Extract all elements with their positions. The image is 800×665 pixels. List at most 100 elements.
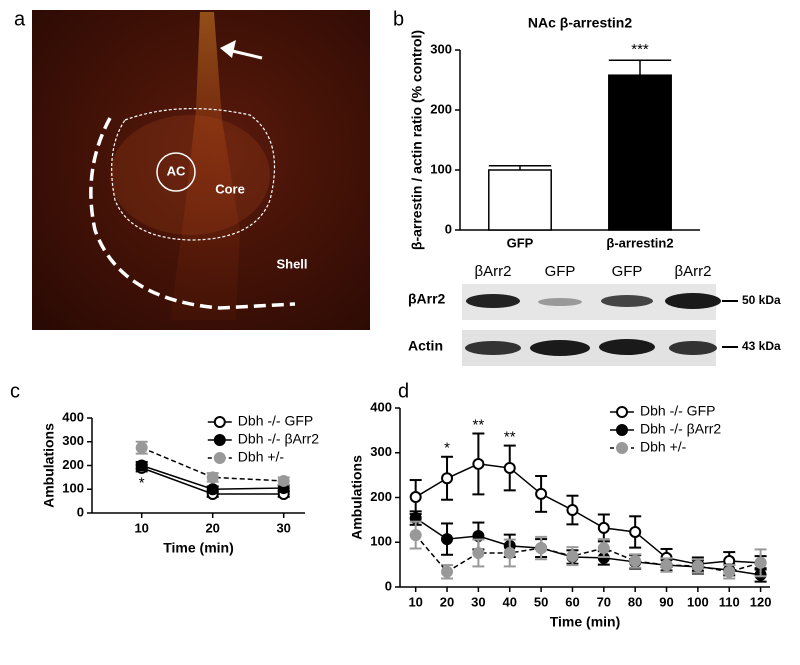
region-label: AC — [167, 163, 186, 178]
x-tick-label: 10 — [134, 520, 148, 535]
panel-label: d — [398, 380, 409, 402]
panel-label: c — [10, 380, 20, 402]
annotation: ** — [473, 416, 485, 433]
x-axis-label: Time (min) — [550, 614, 621, 630]
x-tick-label: 50 — [534, 594, 548, 609]
point — [566, 504, 579, 517]
legend-label: Dbh -/- GFP — [640, 403, 715, 419]
y-tick-label: 300 — [62, 433, 84, 448]
labelled-streak — [170, 12, 240, 320]
point — [206, 483, 219, 496]
legend-marker — [616, 424, 628, 436]
point — [503, 546, 516, 559]
core-glow — [110, 115, 270, 235]
y-tick-label: 100 — [430, 161, 452, 176]
annotation: * — [139, 474, 145, 491]
x-axis-label: Time (min) — [163, 540, 234, 556]
lane-label: βArr2 — [475, 263, 512, 280]
x-tick-label: 110 — [719, 594, 740, 609]
point — [472, 457, 485, 470]
point — [441, 533, 454, 546]
series-line — [415, 463, 761, 565]
arrow-head — [220, 40, 236, 58]
point — [277, 474, 290, 487]
micrograph: AC Core Shell — [32, 10, 370, 330]
point — [409, 491, 422, 504]
legend-label: Dbh -/- GFP — [238, 413, 313, 429]
legend-label: Dbh +/- — [238, 449, 285, 465]
band — [599, 339, 655, 355]
point — [691, 559, 704, 572]
point — [441, 565, 454, 578]
x-tick-label: 20 — [205, 520, 219, 535]
panel-label: b — [393, 8, 404, 30]
lane-label: GFP — [545, 263, 576, 280]
shell-outline — [89, 117, 296, 310]
x-tick-label: 100 — [687, 594, 709, 609]
lane-label: GFP — [612, 263, 643, 280]
band — [601, 295, 653, 307]
marker-label: 43 kDa — [742, 339, 781, 353]
y-tick-label: 200 — [370, 489, 392, 504]
x-tick-label: 30 — [471, 594, 485, 609]
y-tick-label: 400 — [62, 409, 84, 424]
legend-marker — [213, 416, 226, 428]
point — [206, 471, 219, 484]
point — [409, 529, 422, 542]
band — [538, 298, 582, 306]
region-label: Core — [215, 181, 245, 196]
legend-marker — [616, 406, 628, 418]
annotation: * — [444, 440, 450, 457]
bar — [488, 169, 552, 231]
x-tick-label: GFP — [507, 235, 534, 250]
x-tick-label: 80 — [628, 594, 642, 609]
y-tick-label: 300 — [430, 41, 452, 56]
band — [665, 293, 721, 309]
y-tick-label: 0 — [445, 221, 452, 236]
x-tick-label: 20 — [440, 594, 454, 609]
point — [503, 461, 516, 474]
core-outline — [111, 107, 276, 241]
y-tick-label: 200 — [62, 457, 84, 472]
y-tick-label: 100 — [370, 534, 392, 549]
bar — [608, 74, 672, 231]
legend-label: Dbh -/- βArr2 — [640, 421, 721, 437]
chart-title: NAc β-arrestin2 — [528, 15, 632, 31]
x-tick-label: 60 — [565, 594, 579, 609]
point — [535, 542, 548, 555]
western-blot: βArr2 GFP GFP βArr2 βArr2 Actin 50 kDa 4… — [408, 263, 781, 366]
legend-marker — [616, 442, 628, 454]
band — [669, 341, 717, 355]
legend-marker — [213, 434, 226, 446]
ac-outline — [156, 152, 196, 192]
legend-marker — [213, 452, 226, 464]
y-axis-label: β-arrestin / actin ratio (% control) — [409, 30, 425, 250]
legend-label: Dbh -/- βArr2 — [238, 431, 319, 447]
point — [597, 542, 610, 555]
x-tick-label: 120 — [750, 594, 772, 609]
point — [135, 441, 148, 454]
legend-label: Dbh +/- — [640, 439, 687, 455]
y-tick-label: 400 — [370, 399, 392, 414]
band — [530, 340, 590, 356]
marker-label: 50 kDa — [742, 293, 781, 307]
row-label: Actin — [408, 338, 443, 354]
band — [465, 341, 521, 355]
row-label: βArr2 — [408, 291, 446, 307]
series-line — [415, 534, 761, 573]
y-tick-label: 0 — [77, 504, 84, 519]
x-tick-label: 10 — [408, 594, 422, 609]
arrow-shaft — [227, 48, 263, 60]
annotation: *** — [631, 41, 649, 58]
y-tick-label: 100 — [62, 481, 84, 496]
x-tick-label: 70 — [597, 594, 611, 609]
panel-label: a — [14, 8, 26, 30]
x-tick-label: 40 — [503, 594, 517, 609]
point — [629, 555, 642, 568]
lane-label: βArr2 — [675, 263, 712, 280]
x-tick-label: 30 — [276, 520, 290, 535]
x-tick-label: β-arrestin2 — [606, 235, 673, 250]
point — [723, 565, 736, 578]
point — [135, 459, 148, 472]
